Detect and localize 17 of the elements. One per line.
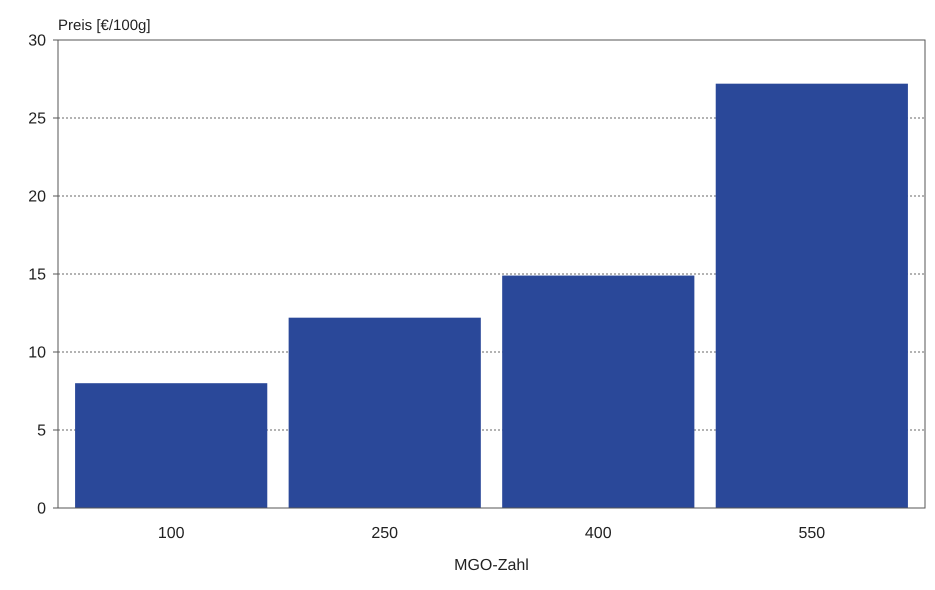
y-tick-label: 15 [28,266,46,284]
x-tick-label: 550 [798,525,826,542]
bar [288,318,481,508]
y-tick-label: 10 [28,344,46,362]
x-tick-label: 250 [371,525,398,542]
y-axis-title: Preis [€/100g] [58,17,151,34]
y-tick-label: 20 [28,188,46,206]
x-tick-label: 100 [158,525,185,542]
x-axis-title: MGO-Zahl [454,557,529,574]
bar [502,276,694,508]
y-tick-label: 5 [37,422,46,440]
bar [716,84,908,508]
y-tick-label: 30 [28,32,46,50]
y-tick-label: 25 [28,110,46,128]
bar [75,383,268,508]
x-tick-label: 400 [584,525,612,542]
y-tick-label: 0 [37,500,46,518]
